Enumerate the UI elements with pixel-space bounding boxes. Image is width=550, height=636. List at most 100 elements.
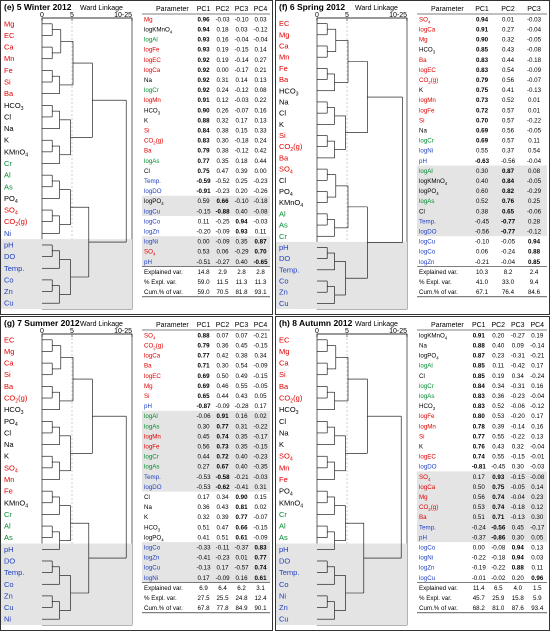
table-loading: -0.22 bbox=[472, 555, 487, 562]
table-loading: 0.18 bbox=[216, 26, 229, 33]
axis-tick-label: 10-25 bbox=[114, 328, 132, 335]
table-parameter: Temp. bbox=[144, 178, 161, 185]
table-parameter: logAl bbox=[419, 168, 433, 175]
dendrogram-leaf-label: SO4 bbox=[4, 206, 18, 217]
dendrogram-leaf-label: Si bbox=[4, 78, 11, 87]
table-parameter: logNi bbox=[144, 239, 158, 246]
dendrogram-leaf-label: K bbox=[4, 452, 9, 461]
table-loading: 0.40 bbox=[235, 259, 248, 266]
table-footer-value: 9.4 bbox=[530, 279, 539, 286]
table-loading: -0.08 bbox=[491, 544, 506, 551]
table-loading: 0.45 bbox=[235, 342, 248, 349]
table-loading: 0.77 bbox=[197, 353, 210, 360]
table-loading: 0.11 bbox=[255, 228, 267, 235]
table-loading: 0.01 bbox=[235, 555, 248, 562]
table-footer-value: 6.5 bbox=[494, 585, 503, 592]
table-loading: 0.51 bbox=[216, 534, 229, 541]
axis-tick-label: 0 bbox=[40, 12, 44, 19]
axis-tick-label: 0 bbox=[315, 12, 319, 19]
table-loading: -0.31 bbox=[511, 353, 526, 360]
table-parameter: Na bbox=[419, 342, 427, 349]
table-loading: -0.04 bbox=[511, 494, 526, 501]
table-loading: 0.94 bbox=[528, 239, 541, 246]
table-loading: -0.29 bbox=[527, 188, 542, 195]
table-loading: -0.08 bbox=[253, 208, 268, 215]
table-parameter: K bbox=[144, 514, 149, 521]
table-loading: 0.77 bbox=[216, 423, 229, 430]
table-loading: -0.05 bbox=[511, 484, 526, 491]
table-parameter: logPO4 bbox=[144, 198, 164, 206]
table-footer-value: 6.4 bbox=[218, 585, 227, 592]
dendrogram-leaf-label: Mn bbox=[279, 53, 289, 62]
table-loading: -0.05 bbox=[501, 239, 516, 246]
table-loading: 0.39 bbox=[492, 423, 505, 430]
table-loading: 0.38 bbox=[235, 353, 248, 360]
table-parameter: SO4 bbox=[144, 332, 156, 340]
dendrogram-leaf-label: Al bbox=[4, 522, 11, 531]
dendrogram-leaf-label: Cr bbox=[4, 159, 12, 168]
table-loading: -0.12 bbox=[234, 148, 249, 155]
table-loading: -0.21 bbox=[234, 474, 249, 481]
table-loading: 0.79 bbox=[197, 148, 210, 155]
table-column-header: PC4 bbox=[530, 322, 544, 329]
table-loading: -0.31 bbox=[511, 383, 526, 390]
table-loading: 0.51 bbox=[473, 514, 486, 521]
table-loading: 0.60 bbox=[476, 188, 489, 195]
table-loading: -0.21 bbox=[253, 332, 268, 339]
table-loading: -0.20 bbox=[511, 413, 526, 420]
table-footer-label: Explained var. bbox=[144, 269, 183, 276]
table-loading: -0.06 bbox=[196, 413, 211, 420]
table-footer-value: 67.1 bbox=[476, 289, 489, 296]
axis-tick-label: 5 bbox=[345, 12, 349, 19]
table-loading: -0.24 bbox=[530, 373, 545, 380]
table-loading: 0.16 bbox=[235, 575, 248, 582]
table-loading: 0.45 bbox=[197, 433, 210, 440]
table-loading: 0.56 bbox=[502, 77, 515, 84]
table-loading: 0.59 bbox=[197, 198, 210, 205]
table-column-header: PC3 bbox=[235, 6, 249, 13]
table-loading: 0.34 bbox=[492, 383, 505, 390]
table-loading: -0.03 bbox=[215, 16, 230, 23]
table-loading: 0.96 bbox=[531, 575, 544, 582]
table-loading: 0.51 bbox=[197, 524, 210, 531]
table-parameter: logCu bbox=[144, 208, 161, 215]
table-loading: 0.39 bbox=[235, 168, 248, 175]
table-loading: 0.69 bbox=[476, 127, 489, 134]
table-loading: 0.16 bbox=[254, 107, 267, 114]
table-column-header: PC2 bbox=[216, 6, 230, 13]
table-loading: 0.06 bbox=[216, 249, 229, 256]
table-loading: -0.45 bbox=[491, 464, 506, 471]
table-loading: 0.75 bbox=[476, 87, 489, 94]
table-loading: 0.00 bbox=[197, 239, 210, 246]
table-loading: 0.84 bbox=[502, 178, 515, 185]
table-loading: 0.31 bbox=[254, 484, 267, 491]
table-footer-value: 6.2 bbox=[237, 585, 246, 592]
table-loading: -0.58 bbox=[215, 474, 230, 481]
table-loading: 0.30 bbox=[476, 168, 489, 175]
table-loading: -0.22 bbox=[511, 433, 526, 440]
table-loading: 0.69 bbox=[197, 383, 210, 390]
table-loading: -0.18 bbox=[234, 138, 249, 145]
dendrogram-leaf-label: K bbox=[279, 120, 284, 129]
table-parameter: HCO3 bbox=[144, 524, 161, 532]
dendrogram-leaf-label: DO bbox=[4, 252, 15, 261]
table-loading: -0.42 bbox=[511, 363, 526, 370]
table-loading: 0.15 bbox=[254, 494, 267, 501]
table-footer-value: 2.8 bbox=[237, 269, 246, 276]
table-footer-value: 3.1 bbox=[256, 585, 265, 592]
dendrogram-leaf-label: pH bbox=[279, 243, 289, 252]
table-parameter: Temp. bbox=[419, 218, 436, 225]
axis-tick-label: 5 bbox=[70, 12, 74, 19]
table-loading: -0.81 bbox=[472, 464, 487, 471]
table-loading: -0.08 bbox=[530, 474, 545, 481]
table-parameter: Mg bbox=[144, 383, 153, 390]
dendrogram-leaf-label: HCO3 bbox=[279, 405, 299, 416]
table-loading: 0.65 bbox=[197, 393, 210, 400]
dendrogram-leaf-label: Na bbox=[4, 124, 14, 133]
table-loading: 0.13 bbox=[254, 77, 267, 84]
table-loading: -0.10 bbox=[234, 198, 249, 205]
table-loading: 0.90 bbox=[476, 37, 489, 44]
table-footer-value: 84.9 bbox=[235, 605, 248, 612]
table-loading: -0.26 bbox=[253, 188, 268, 195]
table-loading: 0.24 bbox=[254, 138, 267, 145]
